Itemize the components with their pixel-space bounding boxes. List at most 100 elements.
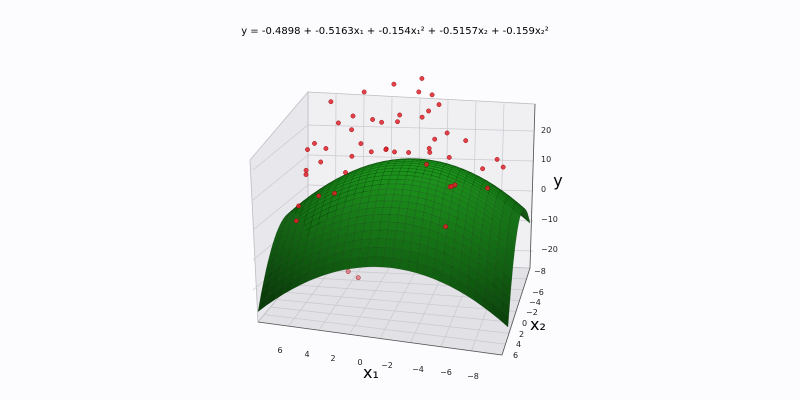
surface-facet [366, 256, 377, 268]
scatter-point [350, 113, 356, 119]
x2-tick-label: 2 [519, 330, 524, 339]
surface-facet [401, 240, 412, 252]
scatter-point [424, 161, 429, 167]
scatter-point [494, 156, 500, 162]
z-axis-label: y [553, 171, 562, 190]
surface-facet [379, 179, 390, 185]
x1-tick-label: −6 [440, 368, 452, 377]
surface-facet [377, 188, 388, 196]
scatter-point [449, 183, 454, 189]
scatter-point [316, 193, 322, 199]
x1-tick-label: −8 [467, 372, 479, 381]
scatter-point [379, 119, 384, 125]
x2-tick-label: 6 [513, 351, 518, 360]
surface-facet [366, 201, 377, 209]
surface-facet [376, 238, 387, 248]
surface-facet [391, 200, 401, 209]
scatter-point [426, 108, 431, 114]
surface-facet [354, 222, 365, 233]
scatter-point [419, 114, 425, 120]
surface-facet [391, 257, 401, 270]
surface-facet [394, 183, 405, 190]
surface-facet [399, 258, 410, 271]
scatter-point [419, 76, 425, 81]
surface-facet [383, 200, 393, 208]
x2-tick-label: −8 [534, 267, 546, 276]
surface-facet [400, 165, 411, 169]
surface-facet [376, 194, 386, 202]
z-axis-line [529, 103, 536, 269]
scatter-point [293, 218, 299, 224]
surface-facet [499, 309, 509, 328]
x2-axis-line [501, 267, 531, 356]
surface-facet [373, 207, 384, 215]
surface-facet [401, 189, 412, 197]
surface-facet [393, 188, 404, 196]
grid-line [349, 264, 392, 335]
surface-facet [378, 229, 388, 239]
scatter-point [444, 130, 450, 136]
scatter-point [332, 190, 337, 196]
x2-axis-label: x₂ [530, 315, 546, 334]
scatter-point [303, 167, 309, 173]
surface-facet [386, 229, 397, 240]
surface-facet [353, 230, 364, 241]
surface-facet [359, 247, 370, 258]
scatter-point [426, 145, 432, 151]
surface-facet [378, 183, 389, 190]
regression-surface [257, 158, 531, 328]
surface-facet [380, 214, 391, 223]
scatter-point [358, 141, 364, 147]
scatter-point [391, 81, 397, 87]
scatter-point [318, 159, 324, 165]
scatter-point [296, 203, 301, 209]
surface-facet [369, 229, 380, 239]
surface-facet [361, 230, 372, 240]
scatter-point [406, 150, 411, 155]
surface-facet [386, 183, 397, 190]
surface-facet [390, 171, 401, 176]
surface-facet [364, 214, 375, 224]
surface-facet [394, 162, 404, 166]
scatter-point [397, 112, 403, 118]
surface-facet [360, 238, 371, 249]
scatter-point [335, 120, 341, 126]
surface-facet [341, 258, 352, 271]
surface-facet [396, 179, 406, 185]
x2-tick-label: −2 [526, 308, 538, 317]
grid-line [252, 154, 309, 201]
surface-facet [389, 174, 399, 180]
scatter-point [443, 224, 448, 230]
surface-facet [402, 231, 413, 243]
surface-facet [365, 207, 376, 216]
surface-facet [350, 248, 361, 260]
surface-facet [390, 207, 400, 216]
chart-title: y = -0.4898 + -0.5163x₁ + -0.154x₁² + -0… [241, 26, 549, 37]
scatter-point [355, 275, 361, 281]
surface-facet [384, 194, 394, 201]
x1-tick-label: 4 [304, 350, 309, 359]
scatter-point [432, 136, 438, 142]
surface-facet [392, 194, 403, 202]
surface-facet [349, 257, 360, 269]
surface-facet [385, 238, 395, 249]
z-tick-label: 10 [541, 155, 551, 164]
scatter-point [416, 89, 422, 95]
z-tick-label: 20 [541, 126, 551, 135]
x1-tick-label: −2 [381, 361, 393, 370]
surface-facet [407, 260, 418, 274]
surface-facet [379, 221, 390, 231]
x1-axis-line [257, 321, 503, 356]
scatter-point [427, 149, 433, 155]
scatter-point [328, 99, 334, 105]
surface-facet [382, 256, 393, 268]
surface-facet [391, 167, 402, 172]
x2-tick-label: 0 [522, 319, 527, 328]
surface-facet [367, 247, 378, 258]
surface-facet [399, 201, 409, 210]
surface-facet [374, 256, 385, 268]
scatter-point [436, 102, 442, 108]
surface-facet [397, 174, 407, 180]
x2-tick-label: −6 [532, 288, 544, 297]
